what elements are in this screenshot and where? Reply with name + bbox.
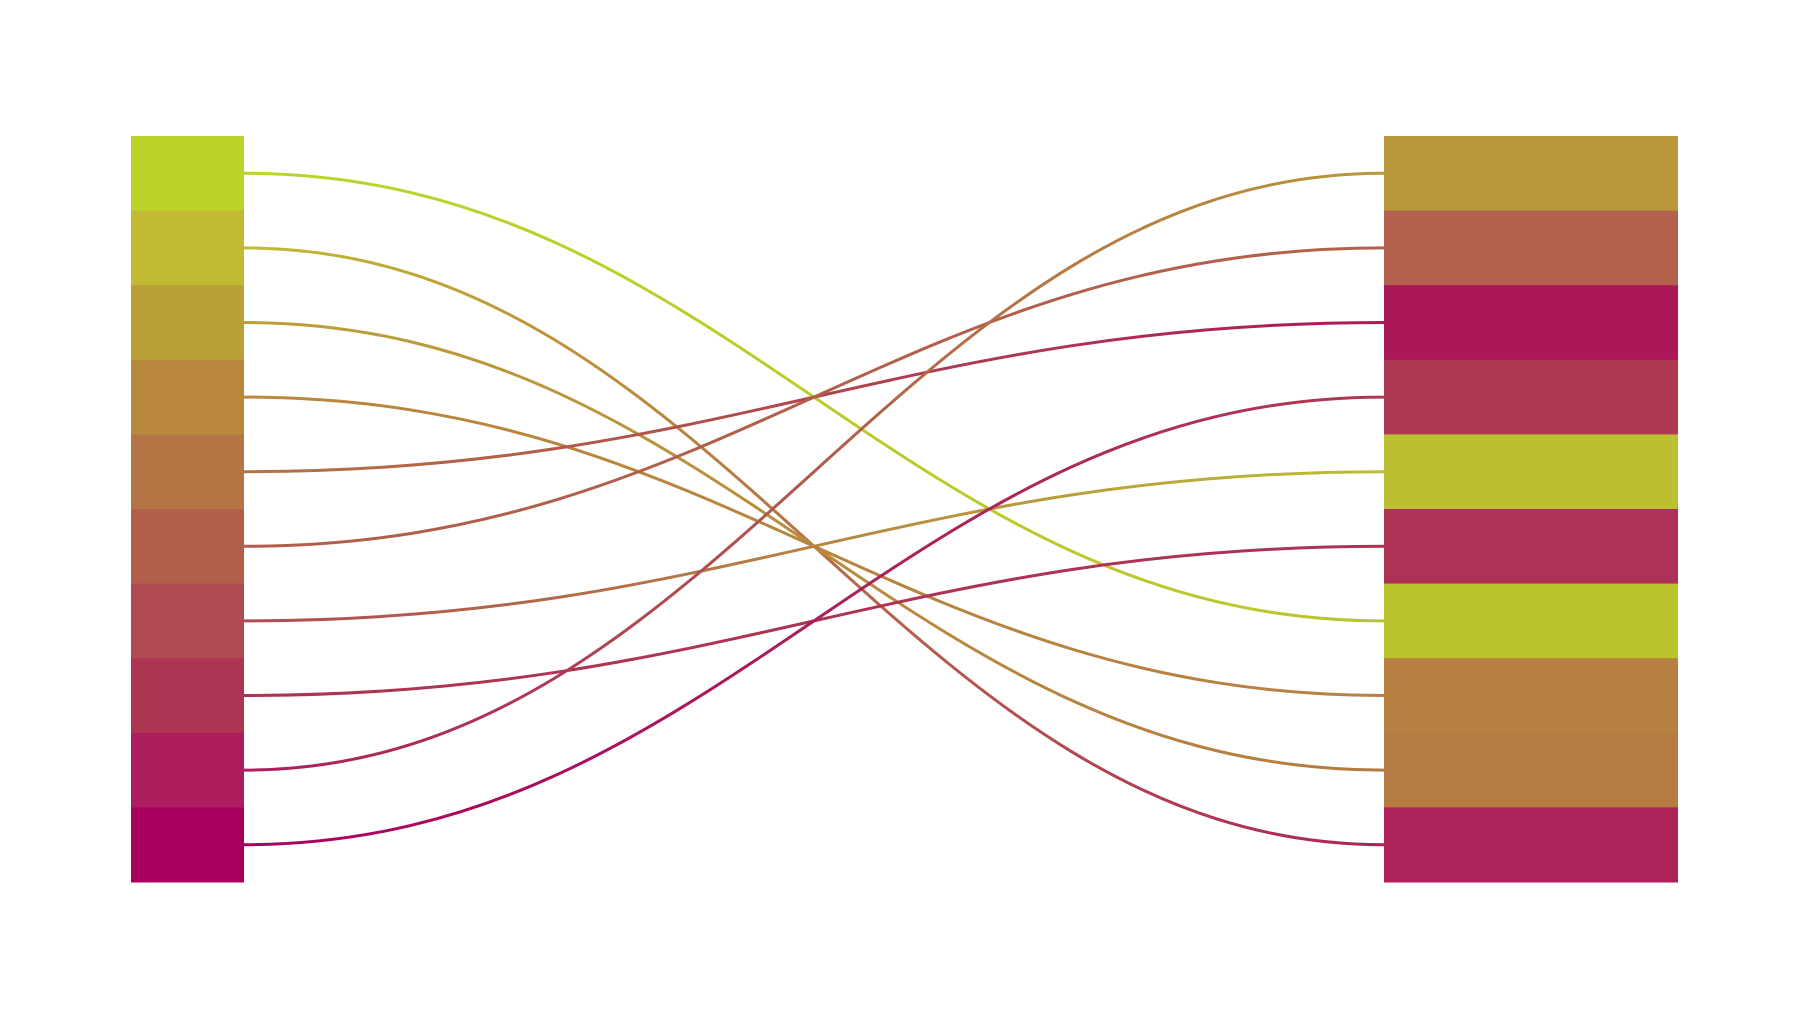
connection-line-9-to-3 <box>243 395 1385 847</box>
right-block-5 <box>1384 434 1678 510</box>
left-column <box>131 136 244 883</box>
right-block-4 <box>1384 359 1678 435</box>
connection-line-8-to-0 <box>243 171 1385 772</box>
connections-layer <box>243 171 1385 847</box>
left-block-8 <box>131 658 244 734</box>
left-block-5 <box>131 434 244 510</box>
left-block-1 <box>131 136 244 212</box>
left-block-7 <box>131 583 244 659</box>
left-block-4 <box>131 359 244 435</box>
left-block-10 <box>131 807 244 883</box>
right-block-3 <box>1384 285 1678 361</box>
connection-line-5-to-1 <box>243 246 1385 548</box>
connection-line-6-to-4 <box>243 470 1385 623</box>
left-block-3 <box>131 285 244 361</box>
right-block-10 <box>1384 807 1678 883</box>
left-block-6 <box>131 509 244 585</box>
right-block-8 <box>1384 658 1678 734</box>
left-block-9 <box>131 732 244 808</box>
right-block-9 <box>1384 732 1678 808</box>
right-block-1 <box>1384 136 1678 212</box>
right-block-6 <box>1384 509 1678 585</box>
left-block-2 <box>131 210 244 286</box>
right-block-7 <box>1384 583 1678 659</box>
right-block-2 <box>1384 210 1678 286</box>
right-column <box>1384 136 1678 883</box>
